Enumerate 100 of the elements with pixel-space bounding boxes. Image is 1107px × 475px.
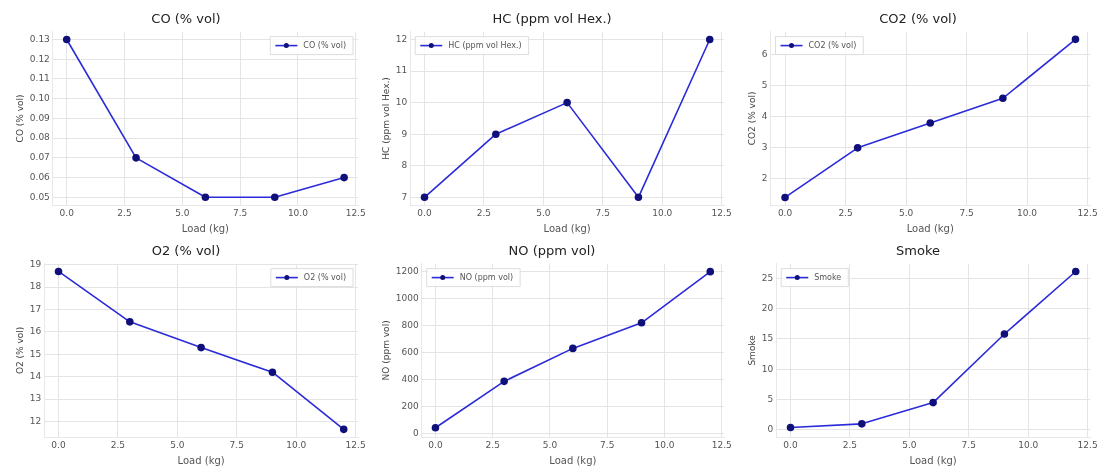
y-tick-label: 1000 (395, 292, 419, 303)
chart-title: Smoke (896, 243, 940, 259)
x-tick-label: 5.0 (536, 207, 551, 218)
x-axis-title: Load (kg) (181, 222, 230, 234)
x-tick-label: 12.5 (1077, 207, 1098, 218)
x-tick-label: 7.5 (232, 207, 248, 218)
y-tick-label: 17 (29, 303, 42, 314)
x-tick-label: 10.0 (1018, 439, 1039, 450)
x-axis-title: Load (kg) (906, 222, 954, 234)
x-tick-label: 10.0 (654, 439, 675, 450)
y-tick-label: 0 (767, 424, 774, 435)
chart-title: CO2 (% vol) (879, 11, 957, 27)
x-tick-label: 2.5 (842, 439, 858, 450)
y-tick-label: 6 (761, 49, 768, 60)
x-tick-label: 5.0 (902, 439, 917, 450)
x-tick-label: 2.5 (838, 207, 853, 218)
y-axis-title: HC (ppm vol Hex.) (380, 77, 391, 160)
x-tick-label: 7.5 (595, 207, 610, 218)
x-tick-label: 12.5 (711, 207, 732, 218)
legend-label: NO (ppm vol) (459, 272, 514, 282)
y-tick-label: 0.08 (29, 132, 51, 143)
x-tick-label: 7.5 (600, 439, 615, 450)
x-axis-title: Load (kg) (177, 454, 225, 466)
legend-label: O2 (% vol) (303, 272, 346, 282)
y-tick-label: 10 (761, 363, 774, 374)
x-tick-label: 7.5 (959, 207, 974, 218)
x-tick-label: 5.0 (175, 207, 190, 218)
y-tick-label: 20 (761, 302, 774, 313)
y-tick-label: 0.06 (29, 171, 51, 182)
x-axis-title: Load (kg) (549, 454, 597, 466)
legend-label: HC (ppm vol Hex.) (448, 40, 522, 50)
y-tick-label: 11 (395, 65, 408, 76)
x-tick-label: 12.5 (345, 439, 366, 450)
x-tick-label: 12.5 (1077, 439, 1098, 450)
x-tick-label: 0.0 (777, 207, 793, 218)
x-tick-label: 2.5 (476, 207, 492, 218)
y-tick-label: 3 (761, 142, 768, 153)
x-tick-label: 7.5 (229, 439, 244, 450)
x-tick-label: 10.0 (286, 439, 307, 450)
legend-label: CO (% vol) (303, 40, 347, 50)
x-tick-label: 5.0 (170, 439, 185, 450)
y-axis-title: CO2 (% vol) (746, 91, 757, 146)
y-tick-label: 600 (401, 346, 419, 357)
y-tick-label: 0.07 (29, 152, 50, 163)
y-tick-label: 0 (412, 427, 419, 438)
x-tick-label: 10.0 (1017, 207, 1038, 218)
chart-title: NO (ppm vol) (508, 243, 596, 259)
y-tick-label: 10 (395, 96, 408, 107)
y-tick-label: 13 (29, 393, 42, 404)
x-tick-label: 10.0 (652, 207, 673, 218)
x-tick-label: 12.5 (711, 439, 732, 450)
y-tick-label: 1200 (395, 266, 419, 277)
chart-title: HC (ppm vol Hex.) (492, 11, 612, 27)
y-tick-label: 15 (761, 333, 774, 344)
y-tick-label: 18 (29, 281, 42, 292)
y-tick-label: 800 (401, 319, 419, 330)
y-tick-label: 12 (395, 33, 408, 44)
x-tick-label: 2.5 (117, 207, 132, 218)
y-tick-label: 12 (29, 415, 42, 426)
y-tick-label: 4 (761, 111, 768, 122)
legend-label: Smoke (814, 272, 842, 282)
y-axis-title: NO (ppm vol) (380, 320, 391, 381)
chart-title: CO (% vol) (151, 11, 221, 27)
x-tick-label: 7.5 (961, 439, 976, 450)
y-tick-label: 8 (401, 160, 408, 171)
y-tick-label: 0.12 (29, 53, 50, 64)
y-tick-label: 0.10 (29, 93, 51, 104)
x-tick-label: 0.0 (51, 439, 66, 450)
y-tick-label: 19 (29, 259, 42, 270)
y-tick-label: 9 (401, 128, 408, 139)
x-tick-label: 0.0 (59, 207, 75, 218)
x-tick-label: 5.0 (542, 439, 558, 450)
x-tick-label: 2.5 (110, 439, 126, 450)
x-tick-label: 0.0 (428, 439, 443, 450)
y-tick-label: 16 (29, 326, 42, 337)
y-tick-label: 0.09 (29, 112, 51, 123)
x-axis-title: Load (kg) (909, 454, 957, 466)
y-axis-title: Smoke (746, 334, 757, 366)
x-tick-label: 0.0 (417, 207, 432, 218)
x-tick-label: 10.0 (287, 207, 309, 218)
x-tick-label: 5.0 (898, 207, 914, 218)
x-tick-label: 0.0 (783, 439, 798, 450)
y-tick-label: 15 (29, 348, 42, 359)
chart-title: O2 (% vol) (151, 243, 221, 259)
y-tick-label: 0.11 (29, 73, 50, 84)
y-tick-label: 14 (29, 371, 42, 382)
y-tick-label: 25 (761, 272, 774, 283)
x-tick-label: 2.5 (485, 439, 500, 450)
y-tick-label: 5 (761, 80, 768, 91)
x-tick-label: 12.5 (345, 207, 366, 218)
legend-label: CO2 (% vol) (808, 40, 857, 50)
y-tick-label: 2 (761, 173, 768, 184)
y-tick-label: 5 (767, 393, 774, 404)
y-tick-label: 0.13 (29, 33, 50, 44)
y-axis-title: O2 (% vol) (14, 326, 25, 375)
y-axis-title: CO (% vol) (14, 94, 25, 143)
y-tick-label: 200 (401, 400, 419, 411)
y-tick-label: 0.05 (29, 191, 50, 202)
y-tick-label: 7 (401, 191, 408, 202)
y-tick-label: 400 (401, 373, 419, 384)
